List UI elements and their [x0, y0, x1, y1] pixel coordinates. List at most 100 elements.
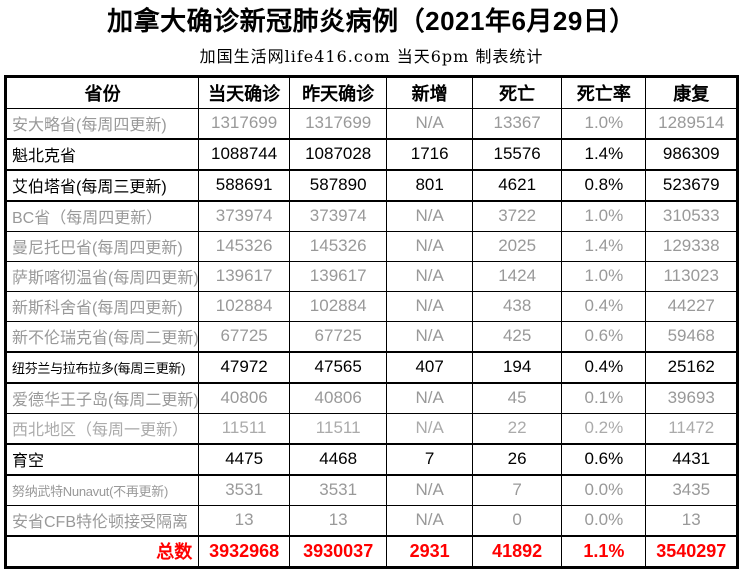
- value-cell: 1424: [471, 260, 563, 292]
- value-cell: 40806: [288, 382, 388, 414]
- value-cell: N/A: [386, 504, 473, 537]
- value-cell: N/A: [386, 260, 473, 292]
- table-row: 曼尼托巴省(每周四更新) 145326 145326 N/A 2025 1.4% 12933…: [4, 230, 738, 262]
- value-cell: 7: [386, 442, 473, 476]
- value-cell: N/A: [386, 200, 473, 232]
- value-cell: 1.4%: [561, 137, 647, 171]
- province-cell: 曼尼托巴省(每周四更新): [4, 230, 200, 262]
- table-row: 安大略省(每周四更新) 1317699 1317699 N/A 13367 1.0% 128…: [4, 107, 738, 140]
- value-cell: N/A: [386, 474, 473, 506]
- value-cell: 1.1%: [561, 534, 647, 569]
- value-cell: 22: [471, 412, 563, 445]
- value-cell: 3932968: [198, 534, 290, 569]
- value-cell: 47565: [288, 350, 388, 384]
- value-cell: 310533: [645, 200, 738, 232]
- value-cell: 145326: [198, 230, 290, 262]
- value-cell: 139617: [198, 260, 290, 292]
- value-cell: N/A: [386, 230, 473, 262]
- value-cell: 373974: [198, 200, 290, 232]
- value-cell: 67725: [288, 320, 388, 353]
- value-cell: 67725: [198, 320, 290, 353]
- value-cell: 1317699: [288, 107, 388, 140]
- column-header: 昨天确诊: [288, 75, 388, 109]
- value-cell: 2025: [471, 230, 563, 262]
- value-cell: 4621: [471, 168, 563, 202]
- value-cell: 26: [471, 442, 563, 476]
- value-cell: N/A: [386, 107, 473, 140]
- value-cell: 113023: [645, 260, 738, 292]
- table-header-row: 省份 当天确诊 昨天确诊 新增 死亡 死亡率 康复: [4, 75, 738, 109]
- table-row: 安省CFB特伦顿接受隔离 13 13 N/A 0 0.0% 13: [4, 504, 738, 537]
- value-cell: 145326: [288, 230, 388, 262]
- value-cell: 44227: [645, 290, 738, 322]
- table-row: 育空 4475 4468 7 26 0.6% 4431: [4, 442, 738, 476]
- column-header: 死亡: [471, 75, 563, 109]
- value-cell: 3540297: [645, 534, 738, 569]
- value-cell: 129338: [645, 230, 738, 262]
- value-cell: 373974: [288, 200, 388, 232]
- value-cell: 1.0%: [561, 200, 647, 232]
- table-row: 艾伯塔省(每周三更新) 588691 587890 801 4621 0.8% 523679: [4, 168, 738, 202]
- value-cell: N/A: [386, 320, 473, 353]
- value-cell: 1.4%: [561, 230, 647, 262]
- value-cell: 0.6%: [561, 320, 647, 353]
- table-row: 新不伦瑞克省(每周二更新) 67725 67725 N/A 425 0.6% 59468: [4, 320, 738, 353]
- value-cell: 1289514: [645, 107, 738, 140]
- value-cell: 139617: [288, 260, 388, 292]
- page-title: 加拿大确诊新冠肺炎病例（2021年6月29日）: [107, 6, 636, 36]
- covid-cases-table: 省份 当天确诊 昨天确诊 新增 死亡 死亡率 康复 安大略省(每周四更新) 1317699 13…: [4, 74, 739, 569]
- value-cell: 438: [471, 290, 563, 322]
- column-header: 死亡率: [561, 75, 647, 109]
- value-cell: 0.4%: [561, 350, 647, 384]
- column-header: 新增: [386, 75, 473, 109]
- value-cell: 4431: [645, 442, 738, 476]
- value-cell: 13: [645, 504, 738, 537]
- value-cell: 13367: [471, 107, 563, 140]
- value-cell: 4475: [198, 442, 290, 476]
- value-cell: 11511: [288, 412, 388, 445]
- value-cell: 0.0%: [561, 474, 647, 506]
- value-cell: 4468: [288, 442, 388, 476]
- value-cell: N/A: [386, 412, 473, 445]
- value-cell: 102884: [198, 290, 290, 322]
- province-cell: 魁北克省: [4, 137, 200, 171]
- value-cell: 0.4%: [561, 290, 647, 322]
- value-cell: 2931: [386, 534, 473, 569]
- value-cell: 587890: [288, 168, 388, 202]
- province-cell: 总数: [4, 534, 200, 569]
- value-cell: 1088744: [198, 137, 290, 171]
- value-cell: 407: [386, 350, 473, 384]
- value-cell: 45: [471, 382, 563, 414]
- page-subtitle: 加国生活网life416.com 当天6pm 制表统计: [199, 46, 544, 66]
- total-row: 总数 3932968 3930037 2931 41892 1.1% 3540297: [4, 534, 738, 569]
- value-cell: 47972: [198, 350, 290, 384]
- province-cell: BC省（每周四更新）: [4, 200, 200, 232]
- value-cell: 7: [471, 474, 563, 506]
- value-cell: 25162: [645, 350, 738, 384]
- value-cell: 40806: [198, 382, 290, 414]
- province-cell: 新斯科舍省(每周四更新): [4, 290, 200, 322]
- value-cell: 1087028: [288, 137, 388, 171]
- value-cell: 986309: [645, 137, 738, 171]
- value-cell: 59468: [645, 320, 738, 353]
- value-cell: 0.6%: [561, 442, 647, 476]
- table-row: 爱德华王子岛(每周二更新) 40806 40806 N/A 45 0.1% 39693: [4, 382, 738, 414]
- column-header: 省份: [4, 75, 200, 109]
- value-cell: 0.0%: [561, 504, 647, 537]
- column-header: 当天确诊: [198, 75, 290, 109]
- province-cell: 育空: [4, 442, 200, 476]
- table-row: 西北地区（每周一更新） 11511 11511 N/A 22 0.2% 11472: [4, 412, 738, 445]
- value-cell: 1.0%: [561, 260, 647, 292]
- value-cell: 3531: [288, 474, 388, 506]
- value-cell: 3722: [471, 200, 563, 232]
- province-cell: 安省CFB特伦顿接受隔离: [4, 504, 200, 537]
- value-cell: 41892: [471, 534, 563, 569]
- province-cell: 安大略省(每周四更新): [4, 107, 200, 140]
- table-row: 萨斯喀彻温省(每周四更新) 139617 139617 N/A 1424 1.0% 1130…: [4, 260, 738, 292]
- value-cell: 801: [386, 168, 473, 202]
- value-cell: 102884: [288, 290, 388, 322]
- value-cell: 0.1%: [561, 382, 647, 414]
- value-cell: 3930037: [288, 534, 388, 569]
- value-cell: 1.0%: [561, 107, 647, 140]
